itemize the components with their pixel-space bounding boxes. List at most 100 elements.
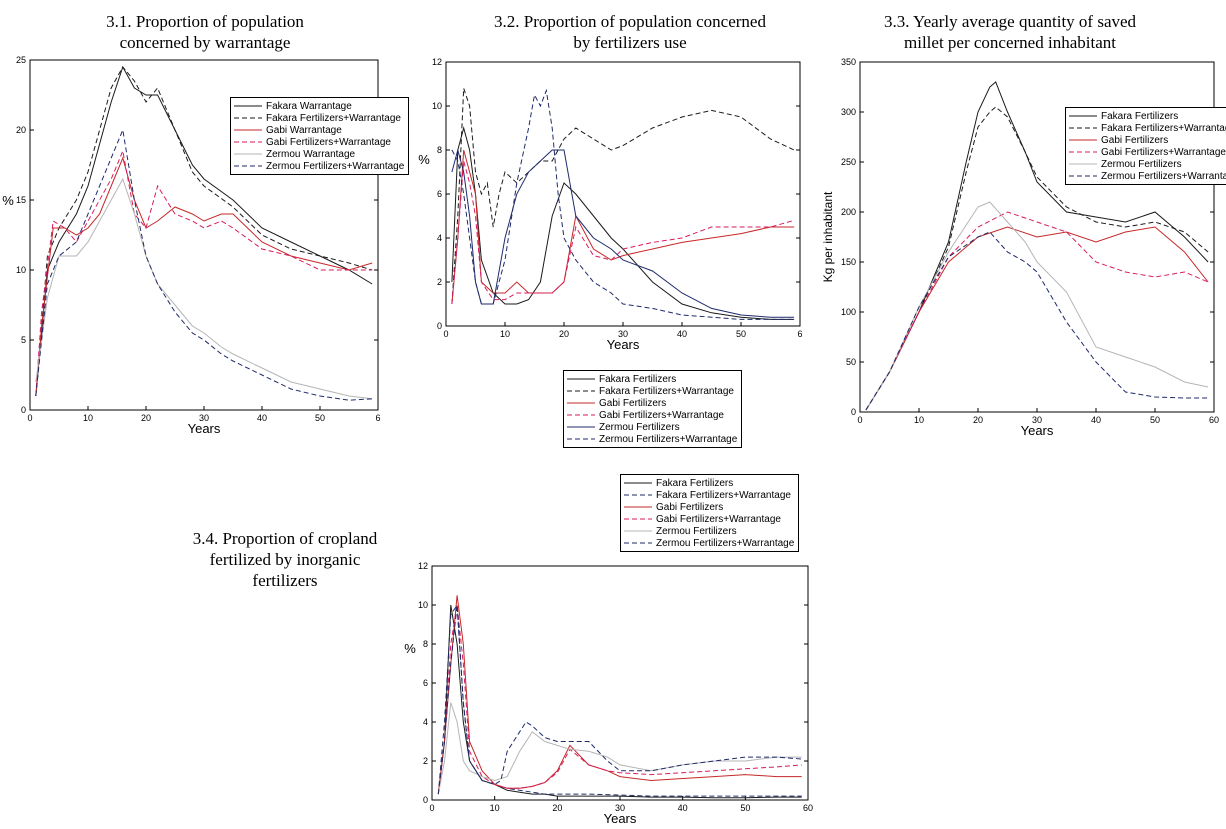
legend-entry: Gabi Fertilizers bbox=[1068, 134, 1226, 146]
chart-1-ytick-label: 15 bbox=[16, 195, 26, 205]
legend-label: Gabi Fertilizers+Warrantage bbox=[266, 136, 391, 148]
chart-2-ytick-label: 2 bbox=[437, 277, 442, 287]
legend-swatch bbox=[234, 141, 262, 143]
chart-4-xtick-label: 60 bbox=[803, 803, 813, 813]
chart-3-series-line bbox=[865, 211, 1209, 411]
chart-2-xtick-label: 30 bbox=[618, 329, 628, 339]
chart-2-legend: Fakara Fertilizers Fakara Fertilizers+War… bbox=[563, 370, 743, 448]
legend-swatch bbox=[567, 438, 595, 440]
chart-1-xtick-label: 40 bbox=[257, 413, 267, 423]
legend-entry: Zermou Fertilizers bbox=[566, 421, 737, 433]
legend-swatch bbox=[1069, 163, 1097, 165]
chart-3-ylabel: Kg per inhabitant bbox=[821, 191, 835, 282]
chart-1-legend: Fakara Warrantage Fakara Fertilizers+Warr… bbox=[230, 97, 410, 175]
legend-entry: Gabi Fertilizers+Warrantage bbox=[1068, 146, 1226, 158]
chart-3-xtick-label: 40 bbox=[1091, 415, 1101, 425]
chart-1-xtick-label: 10 bbox=[83, 413, 93, 423]
legend-swatch bbox=[234, 165, 262, 167]
chart-2-series-line bbox=[451, 126, 795, 320]
chart-1-ytick-label: 10 bbox=[16, 265, 26, 275]
legend-swatch bbox=[567, 426, 595, 428]
chart-3-xtick-label: 10 bbox=[914, 415, 924, 425]
chart-1-series-line bbox=[35, 156, 373, 397]
legend-entry: Gabi Fertilizers+Warrantage bbox=[233, 136, 404, 148]
chart-4-xtick-label: 40 bbox=[678, 803, 688, 813]
legend-swatch bbox=[567, 414, 595, 416]
chart-4-xtick-label: 50 bbox=[740, 803, 750, 813]
chart-2-xtick-label: 6 bbox=[797, 329, 802, 339]
legend-label: Fakara Fertilizers+Warrantage bbox=[266, 112, 401, 124]
chart-4-xtick-label: 10 bbox=[490, 803, 500, 813]
chart-4-series-line bbox=[437, 604, 802, 795]
legend-label: Gabi Warrantage bbox=[266, 124, 342, 136]
legend-entry: Fakara Fertilizers+Warrantage bbox=[566, 385, 737, 397]
chart-3-series-line bbox=[865, 201, 1209, 411]
legend-entry: Zermou Fertilizers+Warrantage bbox=[233, 160, 404, 172]
chart-3-xlabel: Years bbox=[1021, 423, 1054, 438]
legend-entry: Zermou Fertilizers bbox=[623, 525, 794, 537]
chart-3-series-line bbox=[865, 81, 1209, 411]
chart-1-title: 3.1. Proportion of population concerned … bbox=[106, 12, 304, 52]
chart-3-ytick-label: 250 bbox=[841, 157, 856, 167]
legend-swatch bbox=[567, 402, 595, 404]
legend-label: Gabi Fertilizers bbox=[1101, 134, 1169, 146]
legend-label: Gabi Fertilizers bbox=[599, 397, 667, 409]
chart-4-ytick-label: 2 bbox=[423, 756, 428, 766]
chart-2-xtick-label: 50 bbox=[736, 329, 746, 339]
chart-2-title: 3.2. Proportion of population concerned … bbox=[494, 12, 766, 52]
legend-entry: Gabi Fertilizers bbox=[623, 501, 794, 513]
legend-label: Gabi Fertilizers+Warrantage bbox=[656, 513, 781, 525]
chart-1-ytick-label: 0 bbox=[21, 405, 26, 415]
legend-entry: Zermou Warrantage bbox=[233, 148, 404, 160]
chart-1-series-line bbox=[35, 128, 373, 401]
legend-entry: Zermou Fertilizers+Warrantage bbox=[566, 433, 737, 445]
legend-entry: Gabi Warrantage bbox=[233, 124, 404, 136]
chart-1-xtick-label: 0 bbox=[27, 413, 32, 423]
chart-2-ytick-label: 12 bbox=[432, 57, 442, 67]
chart-3-title: 3.3. Yearly average quantity of saved mi… bbox=[883, 12, 1137, 52]
chart-1-ytick-label: 5 bbox=[21, 335, 26, 345]
legend-label: Fakara Fertilizers+Warrantage bbox=[1101, 122, 1226, 134]
chart-3-ytick-label: 200 bbox=[841, 207, 856, 217]
chart-1-xtick-label: 30 bbox=[199, 413, 209, 423]
legend-label: Fakara Fertilizers bbox=[599, 373, 677, 385]
legend-label: Zermou Fertilizers+Warrantage bbox=[1101, 170, 1226, 182]
legend-swatch bbox=[624, 518, 652, 520]
legend-label: Fakara Fertilizers+Warrantage bbox=[599, 385, 734, 397]
chart-2-frame bbox=[445, 61, 801, 327]
chart-2-ytick-label: 4 bbox=[437, 233, 442, 243]
legend-swatch bbox=[567, 390, 595, 392]
chart-1-xtick-label: 6 bbox=[375, 413, 380, 423]
chart-4-ytick-label: 8 bbox=[423, 639, 428, 649]
legend-swatch bbox=[1069, 115, 1097, 117]
chart-2-xtick-label: 40 bbox=[677, 329, 687, 339]
chart-4-xtick-label: 0 bbox=[429, 803, 434, 813]
legend-label: Fakara Warrantage bbox=[266, 100, 352, 112]
chart-1-series-line bbox=[35, 149, 373, 397]
chart-4-title: 3.4. Proportion of cropland fertilized b… bbox=[192, 529, 378, 590]
legend-label: Gabi Fertilizers+Warrantage bbox=[1101, 146, 1226, 158]
chart-4-ylabel: % bbox=[404, 641, 416, 656]
legend-entry: Gabi Fertilizers+Warrantage bbox=[623, 513, 794, 525]
chart-2-series-line bbox=[451, 148, 795, 318]
legend-entry: Fakara Warrantage bbox=[233, 100, 404, 112]
chart-4-ytick-label: 0 bbox=[423, 795, 428, 805]
legend-swatch bbox=[624, 542, 652, 544]
chart-4-series-line bbox=[437, 604, 802, 799]
chart-3-legend: Fakara Fertilizers Fakara Fertilizers+War… bbox=[1065, 107, 1226, 185]
legend-entry: Zermou Fertilizers bbox=[1068, 158, 1226, 170]
legend-label: Fakara Fertilizers bbox=[1101, 110, 1179, 122]
chart-4-xtick-label: 30 bbox=[615, 803, 625, 813]
legend-entry: Fakara Fertilizers bbox=[623, 477, 794, 489]
chart-4-ytick-label: 6 bbox=[423, 678, 428, 688]
chart-1-ytick-label: 20 bbox=[16, 125, 26, 135]
chart-3-ytick-label: 300 bbox=[841, 107, 856, 117]
legend-entry: Zermou Fertilizers+Warrantage bbox=[1068, 170, 1226, 182]
chart-3-xtick-label: 20 bbox=[973, 415, 983, 425]
chart-4-ytick-label: 12 bbox=[418, 561, 428, 571]
chart-3-xtick-label: 30 bbox=[1032, 415, 1042, 425]
chart-1-xtick-label: 20 bbox=[141, 413, 151, 423]
legend-swatch bbox=[624, 494, 652, 496]
chart-3-ytick-label: 150 bbox=[841, 257, 856, 267]
legend-label: Zermou Fertilizers bbox=[1101, 158, 1182, 170]
